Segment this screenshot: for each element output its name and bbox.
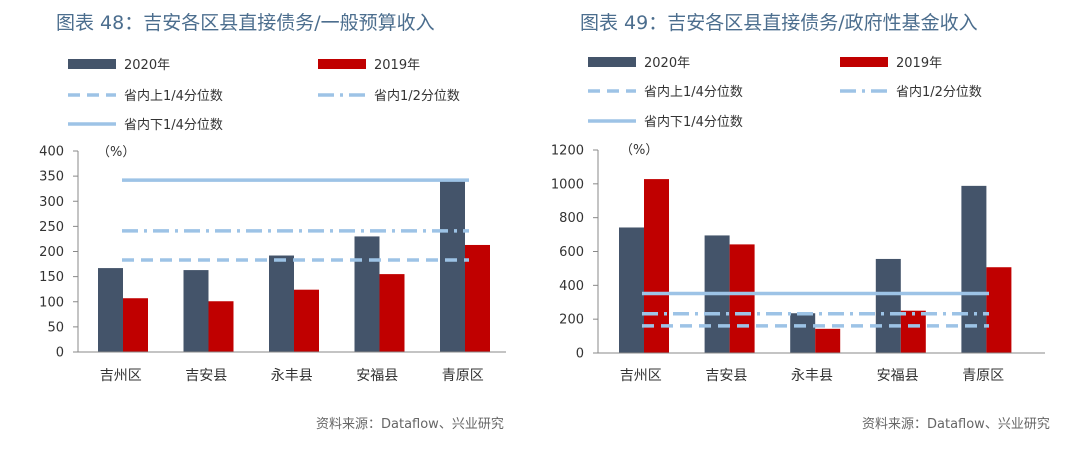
bar-2020 xyxy=(619,227,644,353)
chart-panel-left: 图表 48：吉安各区县直接债务/一般预算收入 2020年 2019年省内上1/4分… xyxy=(39,12,506,432)
x-category-label: 永丰县 xyxy=(791,368,833,384)
y-tick-label: 200 xyxy=(559,313,584,328)
legend-swatch-2019 xyxy=(318,59,366,69)
legend-label-reference-line: 省内1/2分位数 xyxy=(374,88,460,104)
chart-source: 资料来源：Dataflow、兴业研究 xyxy=(316,417,504,432)
bar-2020 xyxy=(354,236,380,352)
legend-label-2020: 2020年 xyxy=(644,56,690,71)
x-category-label: 吉安县 xyxy=(185,368,227,384)
y-tick-label: 600 xyxy=(559,245,584,260)
bar-2019 xyxy=(465,244,490,352)
y-tick-label: 1000 xyxy=(551,177,584,192)
chart-title: 图表 49：吉安各区县直接债务/政府性基金收入 xyxy=(580,12,978,34)
bar-2019 xyxy=(379,274,405,352)
y-tick-label: 100 xyxy=(39,295,64,310)
bar-2020 xyxy=(790,313,816,353)
bar-2019 xyxy=(815,328,841,353)
chart-title: 图表 48：吉安各区县直接债务/一般预算收入 xyxy=(56,12,435,34)
bar-2020 xyxy=(875,258,901,353)
x-category-label: 吉安县 xyxy=(705,368,747,384)
chart-panel-right: 图表 49：吉安各区县直接债务/政府性基金收入 2020年 2019年省内上1/4… xyxy=(540,0,1080,455)
bar-2019 xyxy=(644,179,669,353)
x-category-label: 永丰县 xyxy=(271,368,313,384)
bar-2020 xyxy=(961,185,987,353)
chart-source: 资料来源：Dataflow、兴业研究 xyxy=(862,417,1050,432)
y-tick-label: 300 xyxy=(39,195,64,210)
bar-2020 xyxy=(183,270,209,352)
y-tick-label: 400 xyxy=(559,279,584,294)
y-tick-label: 800 xyxy=(559,211,584,226)
bar-2020 xyxy=(440,181,465,352)
y-tick-label: 400 xyxy=(39,145,64,160)
legend-label-reference-line: 省内下1/4分位数 xyxy=(644,114,743,130)
x-category-label: 青原区 xyxy=(962,368,1004,384)
x-category-label: 安福县 xyxy=(877,368,919,384)
y-tick-label: 50 xyxy=(47,320,64,335)
bar-2019 xyxy=(900,310,926,353)
bar-2019 xyxy=(986,267,1012,353)
y-axis-unit: （%） xyxy=(620,143,658,158)
bar-2019 xyxy=(729,244,755,353)
y-tick-label: 200 xyxy=(39,245,64,260)
x-category-label: 青原区 xyxy=(442,368,484,384)
bar-2019 xyxy=(294,289,319,352)
y-tick-label: 0 xyxy=(576,347,584,362)
y-tick-label: 0 xyxy=(56,346,64,361)
legend-label-reference-line: 省内1/2分位数 xyxy=(896,84,982,100)
legend-swatch-2020 xyxy=(68,59,116,69)
legend-label-2019: 2019年 xyxy=(374,58,420,73)
legend-label-reference-line: 省内上1/4分位数 xyxy=(124,88,223,104)
y-tick-label: 350 xyxy=(39,170,64,185)
x-category-label: 吉州区 xyxy=(100,368,142,384)
bar-2020 xyxy=(269,255,294,352)
y-tick-label: 250 xyxy=(39,220,64,235)
bar-2019 xyxy=(123,298,148,352)
y-tick-label: 1200 xyxy=(551,144,584,159)
legend-swatch-2019 xyxy=(840,57,888,67)
bar-2020 xyxy=(98,268,123,352)
legend-label-reference-line: 省内上1/4分位数 xyxy=(644,84,743,100)
bar-2019 xyxy=(208,301,234,352)
x-category-label: 吉州区 xyxy=(620,368,662,384)
legend-label-2020: 2020年 xyxy=(124,58,170,73)
x-category-label: 安福县 xyxy=(356,368,398,384)
y-tick-label: 150 xyxy=(39,270,64,285)
legend-swatch-2020 xyxy=(588,57,636,67)
legend-label-2019: 2019年 xyxy=(896,56,942,71)
y-axis-unit: （%） xyxy=(97,145,135,160)
legend-label-reference-line: 省内下1/4分位数 xyxy=(124,117,223,133)
